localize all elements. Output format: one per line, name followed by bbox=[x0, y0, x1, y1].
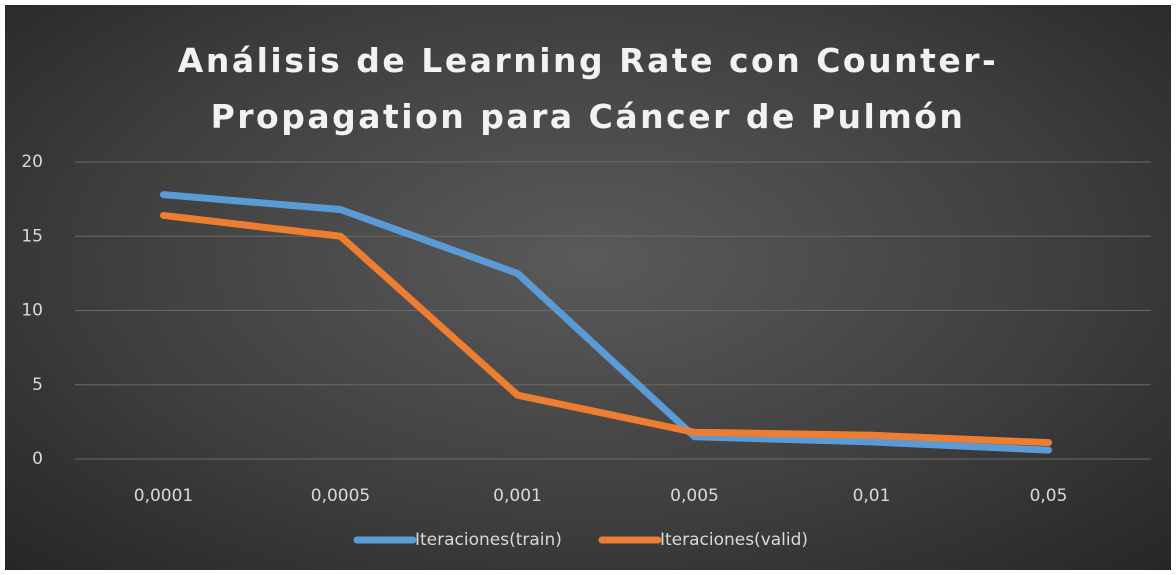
series-line bbox=[160, 211, 1052, 447]
y-tick-label: 10 bbox=[21, 301, 43, 321]
chart: Análisis de Learning Rate con Counter-Pr… bbox=[5, 5, 1171, 570]
x-tick-label: 0,001 bbox=[493, 486, 542, 506]
y-tick-label: 5 bbox=[32, 375, 43, 395]
x-tick-label: 0,005 bbox=[670, 486, 719, 506]
legend-label: Iteraciones(train) bbox=[415, 530, 562, 550]
x-tick-label: 0,05 bbox=[1030, 486, 1068, 506]
y-tick-label: 0 bbox=[32, 449, 43, 469]
x-tick-label: 0,0001 bbox=[134, 486, 193, 506]
plot: 0 5 10 15 20 0,0001 0,0005 0,001 0,005 0,01 0,05 It… bbox=[21, 152, 1151, 550]
x-tick-label: 0,0005 bbox=[311, 486, 370, 506]
chart-title: Análisis de Learning Rate con Counter-Pr… bbox=[177, 41, 999, 136]
legend-label: Iteraciones(valid) bbox=[660, 530, 808, 550]
y-tick-label: 20 bbox=[21, 152, 43, 172]
x-tick-label: 0,01 bbox=[853, 486, 891, 506]
y-tick-label: 15 bbox=[21, 226, 43, 246]
series-line bbox=[160, 191, 1052, 454]
